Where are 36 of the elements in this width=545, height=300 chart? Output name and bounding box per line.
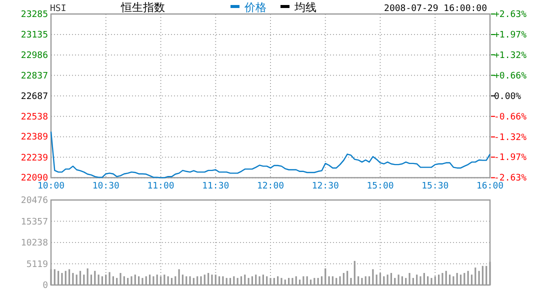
line-series — [50, 131, 491, 178]
y-tick-label: 22837 — [20, 71, 48, 82]
x-tick-label: 15:00 — [366, 182, 394, 192]
y2-tick-label: +2.63% — [494, 10, 528, 20]
x-tick-label: 10:00 — [37, 182, 65, 192]
y-tick-label: 22986 — [20, 50, 48, 61]
y-tick-label: 10238 — [20, 238, 48, 248]
y2-tick-label: -0.66% — [494, 112, 528, 122]
y-tick-label: 22389 — [20, 132, 48, 143]
y2-tick-label: +0.66% — [494, 71, 528, 82]
y-tick-label: 22538 — [20, 112, 48, 122]
y-tick-label: 0 — [42, 281, 48, 291]
y-tick-label: 23285 — [20, 10, 48, 20]
y-tick-label: 5119 — [26, 260, 48, 270]
y-tick-label: 15357 — [20, 217, 48, 228]
x-tick-label: 10:30 — [92, 182, 120, 192]
y-tick-label: 22239 — [20, 153, 48, 164]
y2-tick-label: +1.97% — [494, 30, 528, 41]
x-tick-label: 12:00 — [256, 182, 284, 192]
legend-label: 价格 — [244, 1, 266, 14]
chart-title: HSI — [50, 4, 66, 14]
x-tick-label: 16:00 — [476, 182, 504, 192]
y-tick-label: 23135 — [20, 30, 48, 41]
y2-tick-label: -1.97% — [494, 153, 528, 164]
legend-label: 均线 — [294, 1, 316, 14]
y2-tick-label: 0.00% — [494, 92, 522, 102]
x-tick-label: 11:00 — [147, 182, 174, 192]
x-tick-label: 15:30 — [422, 182, 449, 192]
chart-subtitle: 恒生指数 — [120, 1, 165, 14]
y-tick-label: 20476 — [20, 196, 48, 206]
y2-tick-label: -1.32% — [494, 132, 528, 143]
text: 2008-07-29 16:00:00 — [384, 4, 487, 14]
y-tick-label: 22687 — [20, 92, 48, 102]
x-tick-label: 12:30 — [312, 182, 339, 192]
x-tick-label: 11:30 — [202, 182, 230, 192]
y2-tick-label: +1.32% — [494, 50, 528, 61]
